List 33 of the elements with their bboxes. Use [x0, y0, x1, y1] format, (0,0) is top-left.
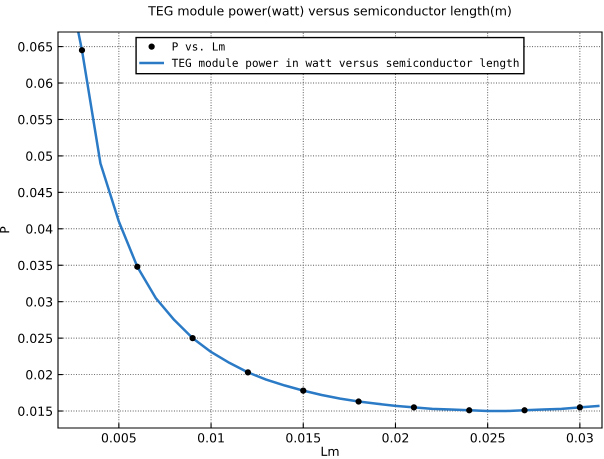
y-tick-label: 0.035	[18, 260, 52, 270]
x-tick-label: 0.015	[286, 433, 320, 443]
point	[410, 404, 418, 410]
y-tick-label: 0.055	[18, 114, 52, 124]
x-tick-label: 0.005	[102, 433, 136, 443]
y-tick-label: 0.02	[26, 370, 52, 380]
y-tick-label: 0.065	[18, 42, 52, 52]
y-tick-label: 0.015	[18, 406, 52, 416]
chart-title: TEG module power(watt) versus semiconductor length(m)	[148, 6, 511, 18]
point	[466, 407, 472, 414]
point	[576, 404, 583, 410]
point	[244, 369, 252, 376]
point	[78, 47, 86, 54]
x-axis-title: Lm	[322, 446, 339, 456]
y-tick-label: 0.03	[26, 297, 52, 307]
y-tick-label: 0.025	[18, 334, 52, 344]
x-tick-label: 0.025	[470, 433, 504, 443]
y-axis-title: P	[0, 226, 10, 233]
y-tick-label: 0.045	[18, 188, 52, 198]
point	[355, 398, 362, 405]
x-tick-label: 0.03	[566, 433, 593, 443]
x-tick-label: 0.01	[198, 433, 224, 443]
legend-label: P vs. Lm	[172, 42, 225, 51]
y-tick-label: 0.05	[26, 151, 52, 161]
line-series	[77, 32, 600, 412]
point	[134, 264, 140, 270]
y-tick-label: 0.04	[26, 224, 52, 234]
x-tick-label: 0.02	[382, 433, 408, 443]
point	[521, 407, 528, 414]
y-tick-label: 0.06	[26, 78, 52, 88]
legend-label: TEG module power in watt versus semiconductor length	[172, 58, 518, 70]
point	[300, 387, 306, 394]
point	[189, 335, 196, 342]
